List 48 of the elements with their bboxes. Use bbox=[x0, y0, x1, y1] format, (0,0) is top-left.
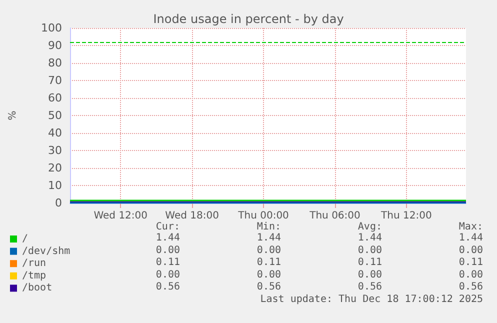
text: Last update: Thu Dec 18 17:00:12 2025 bbox=[260, 294, 484, 305]
legend-label: /dev/shm bbox=[22, 246, 70, 257]
text: Min: bbox=[256, 222, 281, 232]
text: 1.44 bbox=[358, 232, 382, 244]
text: 0.56 bbox=[256, 282, 282, 293]
text: 0.00 bbox=[458, 244, 484, 256]
x-tick-label: Wed 18:00 bbox=[165, 210, 219, 222]
text: Avg: bbox=[358, 222, 382, 232]
text: 0.56 bbox=[358, 282, 382, 293]
y-tick-label: 100 bbox=[41, 22, 62, 34]
y-tick-label: 90 bbox=[48, 39, 62, 52]
y-tick-label: 80 bbox=[48, 56, 62, 70]
text: 0.56 bbox=[458, 282, 484, 293]
y-tick-label: 30 bbox=[48, 144, 62, 157]
x-tick-label: Thu 12:00 bbox=[380, 210, 432, 222]
text: 0.00 bbox=[156, 269, 180, 280]
text: 0.11 bbox=[358, 257, 382, 268]
text: 0.00 bbox=[358, 269, 382, 280]
legend-label: /boot bbox=[22, 282, 52, 294]
legend-label: / bbox=[22, 234, 28, 244]
legend-label: /run bbox=[22, 258, 46, 270]
y-tick-label: 40 bbox=[48, 126, 62, 140]
text: 0.11 bbox=[458, 257, 484, 268]
text: Cur: bbox=[156, 222, 180, 232]
x-tick-label: Thu 00:00 bbox=[237, 210, 289, 222]
y-tick-label: 0 bbox=[55, 196, 62, 210]
y-axis-title: % bbox=[8, 110, 18, 120]
x-tick-label: Wed 12:00 bbox=[94, 210, 148, 222]
text: 0.00 bbox=[458, 269, 484, 280]
text: 0.00 bbox=[256, 244, 282, 256]
text: 0.00 bbox=[156, 244, 180, 256]
chart-title: Inode usage in percent - by day bbox=[153, 12, 344, 26]
text: Max: bbox=[458, 222, 483, 232]
legend-label: /tmp bbox=[22, 270, 46, 282]
text: 0.56 bbox=[156, 282, 180, 293]
y-tick-label: 10 bbox=[48, 179, 62, 192]
text: 1.44 bbox=[256, 232, 282, 244]
text: 0.11 bbox=[156, 257, 180, 268]
x-tick-label: Thu 06:00 bbox=[308, 210, 360, 222]
text: 0.00 bbox=[358, 244, 382, 256]
text: 0.11 bbox=[256, 257, 282, 268]
y-tick-label: 50 bbox=[48, 109, 62, 122]
text: 0.00 bbox=[256, 269, 282, 280]
y-tick-label: 20 bbox=[48, 162, 62, 174]
y-tick-label: 60 bbox=[48, 92, 62, 104]
y-tick-label: 70 bbox=[48, 74, 62, 87]
text: 1.44 bbox=[156, 232, 180, 244]
text: 1.44 bbox=[458, 232, 484, 244]
